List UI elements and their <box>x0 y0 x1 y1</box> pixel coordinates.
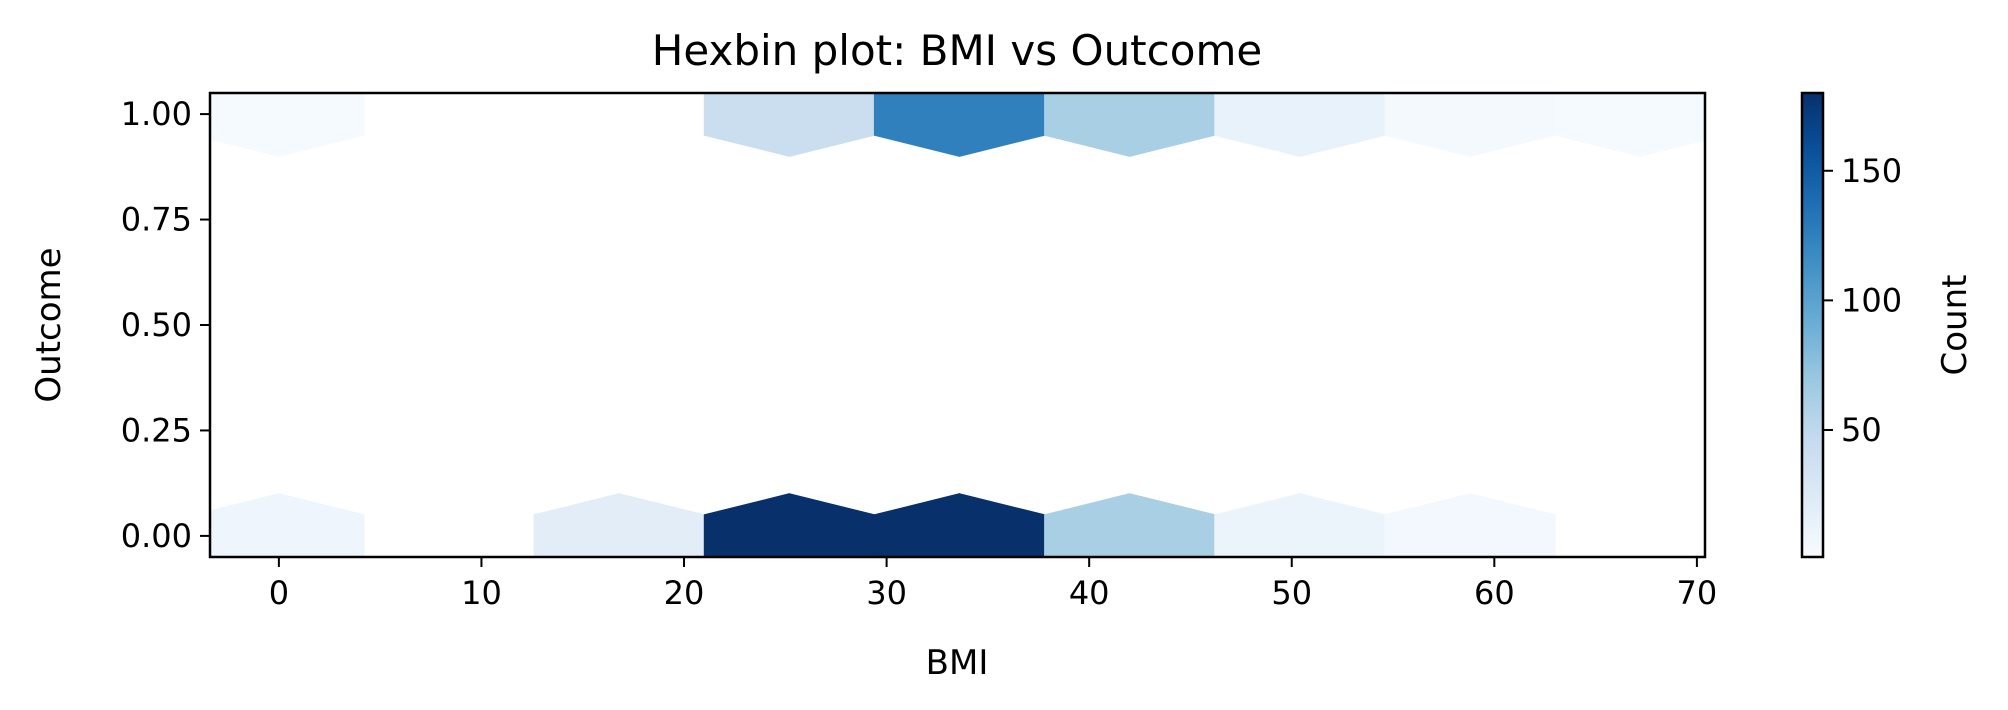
hexbin-cell <box>1554 93 1705 157</box>
hexbin-cell <box>210 493 365 557</box>
hexbin-cell <box>873 493 1046 557</box>
hexbin-cell <box>703 93 875 157</box>
hexbin-cells <box>210 93 1705 557</box>
x-tick-label: 50 <box>1271 574 1312 612</box>
x-tick-label: 70 <box>1677 574 1718 612</box>
y-tick-label: 0.50 <box>121 306 192 344</box>
colorbar-label: Count <box>1935 275 1975 376</box>
colorbar <box>1800 91 1825 559</box>
colorbar-axis: 50 100 150 <box>1823 152 1902 449</box>
x-axis-label: BMI <box>926 643 989 683</box>
x-axis: 0 10 20 30 40 50 60 70 <box>269 557 1718 612</box>
x-tick-label: 30 <box>866 574 907 612</box>
y-tick-label: 0.75 <box>121 201 192 239</box>
colorbar-tick-label: 150 <box>1841 152 1902 190</box>
hexbin-cell <box>533 493 705 557</box>
hexbin-cell <box>1384 93 1556 157</box>
hexbin-cell <box>1044 93 1216 157</box>
hexbin-cell <box>1044 493 1216 557</box>
colorbar-tick-label: 100 <box>1841 281 1902 319</box>
hexbin-cell <box>873 93 1046 157</box>
y-axis: 0.00 0.25 0.50 0.75 1.00 <box>121 95 210 555</box>
plot-frame <box>208 91 1707 559</box>
x-tick-label: 60 <box>1474 574 1515 612</box>
x-tick-label: 10 <box>461 574 502 612</box>
x-tick-label: 0 <box>269 574 289 612</box>
y-axis-label: Outcome <box>29 247 69 402</box>
y-tick-label: 1.00 <box>121 95 192 133</box>
y-tick-label: 0.00 <box>121 517 192 555</box>
hexbin-cell <box>1214 493 1386 557</box>
hexbin-cell <box>1384 493 1556 557</box>
colorbar-tick-label: 50 <box>1841 411 1882 449</box>
hexbin-cell <box>703 493 875 557</box>
hexbin-cell <box>1214 93 1386 157</box>
x-tick-label: 40 <box>1069 574 1110 612</box>
hexbin-cell <box>210 93 365 157</box>
chart-title: Hexbin plot: BMI vs Outcome <box>652 26 1262 75</box>
x-tick-label: 20 <box>664 574 705 612</box>
y-tick-label: 0.25 <box>121 411 192 449</box>
